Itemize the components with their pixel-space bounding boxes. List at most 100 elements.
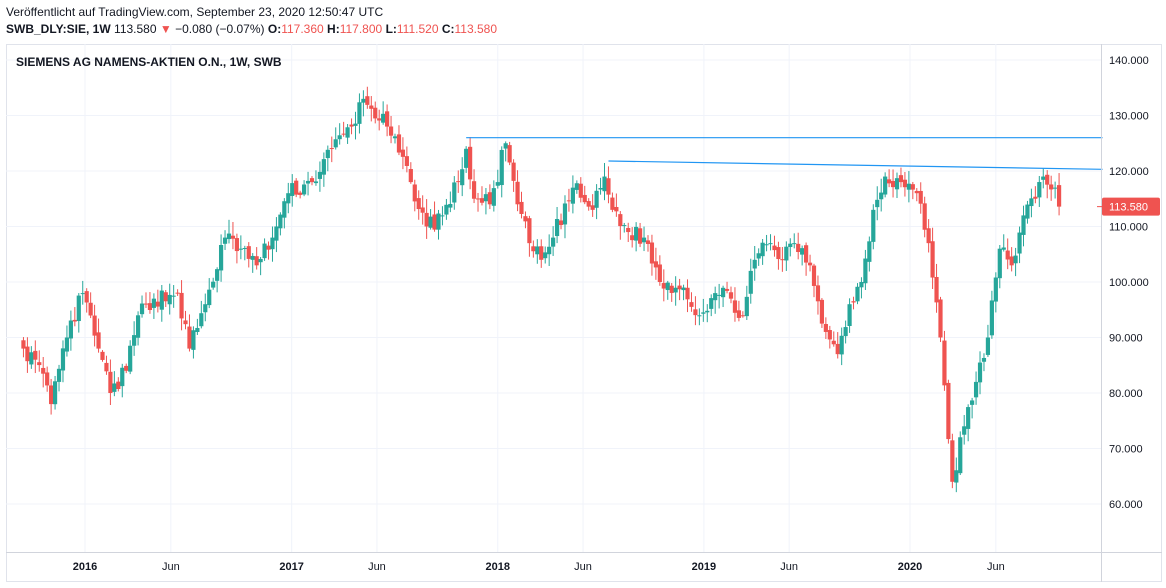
candle [788, 238, 793, 257]
candle-body [385, 111, 390, 127]
candle [507, 141, 512, 166]
price-chart[interactable]: 140.000 130.000 120.000 110.000 100.000 90.00… [6, 44, 1162, 582]
candle-body [531, 246, 536, 252]
candle-body [49, 385, 54, 405]
candle-body [52, 381, 58, 405]
candle-body [96, 332, 101, 349]
candle [313, 170, 319, 186]
candle [72, 307, 77, 327]
candle-body [45, 372, 50, 386]
candle [64, 325, 70, 357]
trendline[interactable] [608, 160, 1103, 170]
candle [365, 86, 370, 109]
candle [523, 211, 528, 229]
candle-body [424, 212, 429, 227]
candle [290, 174, 295, 207]
candle-body [811, 265, 817, 286]
candle [25, 337, 30, 373]
candle [487, 184, 492, 210]
candle-body [246, 246, 251, 259]
candle-body [333, 139, 338, 148]
candle [396, 125, 402, 156]
high-label: H: [327, 22, 340, 36]
candle-body [523, 216, 528, 222]
candle [851, 296, 856, 310]
candle-body [740, 315, 745, 317]
candle-body [637, 228, 643, 244]
candle-body [744, 296, 749, 317]
candle [60, 340, 66, 383]
candle-body [764, 244, 769, 246]
chart-frame[interactable]: 140.000 130.000 120.000 110.000 100.000 90.00… [6, 44, 1162, 582]
candle-body [1056, 185, 1062, 207]
candle-body [436, 213, 441, 230]
candle-body [207, 289, 212, 306]
candle-body [966, 407, 971, 429]
candle-body [977, 362, 983, 383]
candle [1025, 200, 1030, 224]
candle [875, 186, 880, 221]
candle [412, 179, 417, 212]
candle-body [942, 340, 947, 386]
candle-body [989, 300, 994, 336]
candle-body [400, 149, 406, 157]
candle [574, 180, 579, 194]
candle-body [329, 148, 334, 150]
candle-body [776, 247, 781, 260]
candle [128, 340, 133, 375]
candle [977, 351, 983, 395]
candle [669, 283, 674, 302]
candle-body [377, 118, 382, 121]
candle [535, 239, 540, 264]
candle-body [515, 181, 520, 205]
candle [855, 283, 860, 305]
candle [685, 279, 690, 313]
candle-body [890, 181, 896, 188]
candle [796, 232, 801, 260]
price-axis[interactable]: 140.000 130.000 120.000 110.000 100.000 90.00… [1109, 55, 1149, 511]
candle-body [120, 367, 125, 387]
candle-body [551, 237, 556, 247]
candle [254, 247, 259, 270]
candle-body [1029, 198, 1034, 207]
candle-body [641, 237, 647, 243]
candle [673, 276, 678, 306]
candle [49, 378, 54, 415]
candle [203, 293, 208, 322]
candle-body [1045, 174, 1050, 185]
candle-body [665, 282, 670, 291]
candle [811, 263, 817, 298]
candle [155, 289, 160, 313]
candle-body [954, 470, 959, 483]
candle-body [416, 198, 421, 210]
candle-body [270, 237, 275, 250]
candle [958, 431, 963, 476]
candle-body [357, 102, 362, 124]
candle-body [871, 209, 876, 242]
candle [606, 166, 611, 204]
candle-body [290, 183, 295, 196]
candle [96, 318, 101, 353]
time-axis[interactable]: 2016 Jun 2017 Jun 2018 Jun 2019 Jun 2020 Jun [73, 561, 1005, 573]
candle-body [88, 302, 93, 316]
candle [329, 136, 334, 163]
candle-body [404, 156, 409, 166]
candle-body [317, 171, 323, 179]
candle [519, 191, 524, 219]
candle-body [491, 188, 496, 206]
candle-body [183, 320, 188, 325]
candle [989, 290, 994, 339]
candle [867, 236, 872, 272]
candle-body [693, 309, 698, 316]
close-label: C: [441, 22, 455, 36]
candle-body [175, 292, 180, 294]
candle-body [855, 286, 860, 302]
candle-body [803, 245, 809, 263]
candle-body [412, 184, 417, 202]
candle [33, 340, 38, 374]
candle [163, 289, 168, 308]
candle-body [780, 259, 785, 261]
candle [776, 241, 781, 270]
candle [468, 137, 473, 190]
candle-body [570, 187, 575, 204]
